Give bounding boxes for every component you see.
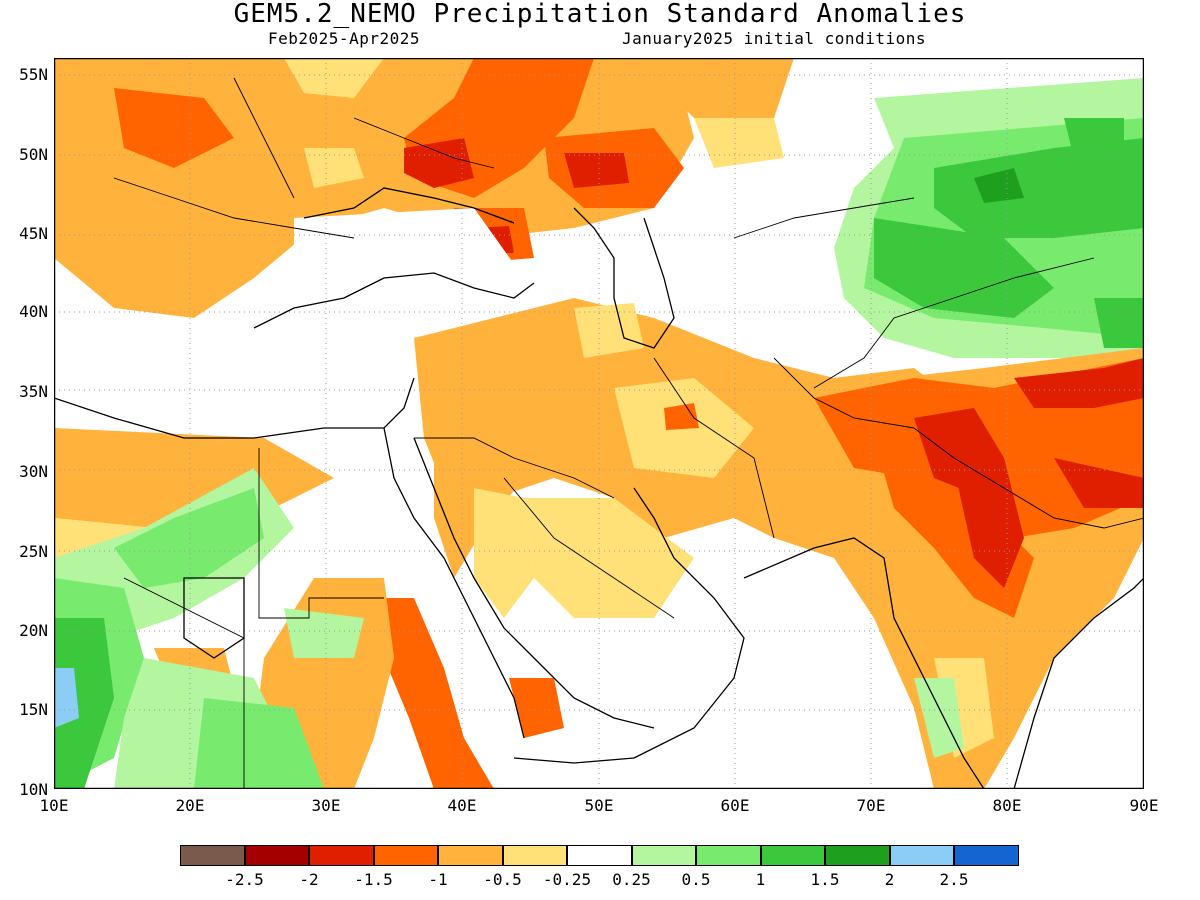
lon-label: 50E <box>584 796 614 815</box>
europe-dry-region <box>54 58 794 318</box>
colorbar-label: -0.25 <box>542 870 592 889</box>
lon-label: 20E <box>175 796 205 815</box>
lat-label: 35N <box>19 382 48 401</box>
colorbar-label: -1 <box>428 870 448 889</box>
central-asia-wet-region <box>834 78 1144 358</box>
anomaly-map <box>54 58 1144 789</box>
south-asia-dry-region <box>784 348 1144 789</box>
colorbar-label: 2.5 <box>939 870 969 889</box>
lat-label: 10N <box>19 780 48 799</box>
africa-wet-region <box>54 468 364 789</box>
colorbar-swatch <box>889 845 954 866</box>
lon-label: 70E <box>856 796 886 815</box>
colorbar-label: -2.5 <box>225 870 264 889</box>
init-subtitle: January2025 initial conditions <box>622 29 926 48</box>
lat-label: 45N <box>19 224 48 243</box>
black-sea-area <box>294 208 524 338</box>
colorbar-swatch <box>180 845 245 866</box>
colorbar-swatch <box>244 845 309 866</box>
colorbar-label: -2 <box>299 870 319 889</box>
period-subtitle: Feb2025-Apr2025 <box>268 29 420 48</box>
lon-label: 90E <box>1129 796 1159 815</box>
lat-label: 40N <box>19 302 48 321</box>
colorbar-label: -1.5 <box>354 870 393 889</box>
colorbar-swatch <box>760 845 825 866</box>
colorbar-swatch <box>954 845 1019 866</box>
map-title: GEM5.2_NEMO Precipitation Standard Anoma… <box>233 0 967 29</box>
lon-label: 40E <box>447 796 477 815</box>
mediterranean-area <box>54 318 434 438</box>
colorbar-label: 1 <box>755 870 766 889</box>
colorbar-swatch <box>438 845 503 866</box>
lat-label: 30N <box>19 462 48 481</box>
colorbar-swatch <box>825 845 890 866</box>
lon-label: 10E <box>39 796 69 815</box>
colorbar-swatch <box>631 845 696 866</box>
colorbar-swatch <box>309 845 374 866</box>
lon-label: 80E <box>992 796 1022 815</box>
lat-label: 15N <box>19 700 48 719</box>
colorbar-label: 0.25 <box>612 870 651 889</box>
lon-label: 60E <box>720 796 750 815</box>
lat-label: 20N <box>19 621 48 640</box>
map-frame <box>54 58 1144 789</box>
lat-label: 25N <box>19 542 48 561</box>
colorbar-label: 1.5 <box>810 870 840 889</box>
colorbar-swatch <box>373 845 438 866</box>
colorbar-swatch <box>502 845 567 866</box>
colorbar-label: -0.5 <box>483 870 522 889</box>
colorbar-swatch <box>696 845 761 866</box>
lat-label: 50N <box>19 145 48 164</box>
lat-label: 55N <box>19 65 48 84</box>
colorbar-label: 2 <box>884 870 895 889</box>
colorbar-label: 0.5 <box>681 870 711 889</box>
lon-label: 30E <box>311 796 341 815</box>
coastlines <box>54 187 1144 789</box>
borders <box>113 77 1144 789</box>
colorbar-swatch <box>567 845 632 866</box>
